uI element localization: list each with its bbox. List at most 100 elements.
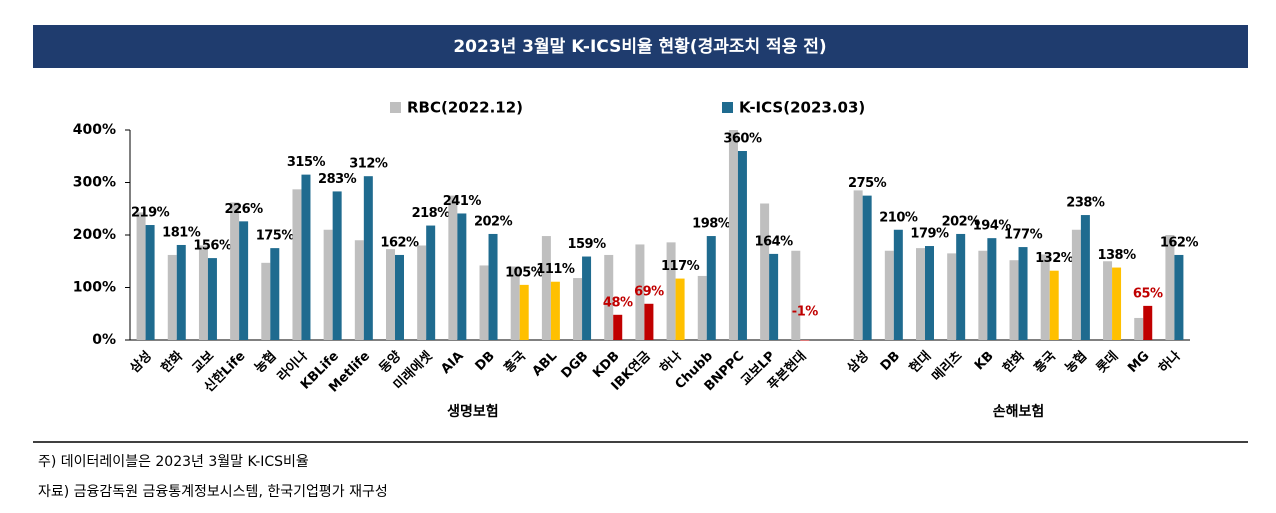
bar [354,240,364,340]
x-tick-label: DGB [559,349,592,382]
bar [978,250,988,340]
value-label: 117% [661,259,700,274]
x-tick-label: 흥국 [1031,348,1059,376]
bar [261,262,271,340]
value-label: 315% [287,155,326,170]
x-tick-label: 메리츠 [929,348,966,385]
bar [947,253,957,340]
bar [769,253,779,340]
bar [176,244,186,340]
x-tick-label: MG [1125,349,1152,376]
x-tick-label: 삼성 [844,348,872,376]
x-tick-label: AIA [438,349,466,377]
bar [239,221,249,340]
bar [604,254,614,340]
bar [956,233,966,340]
x-tick-label: 농협 [1062,348,1090,376]
bar [737,151,747,340]
value-label: 312% [349,157,388,172]
x-tick-label: 하나 [1155,348,1183,376]
value-label: 194% [973,219,1012,234]
value-label: 226% [225,202,264,217]
bar [332,191,342,340]
bar [198,245,208,340]
bar [893,229,903,340]
value-label: -1% [792,305,818,320]
bar [395,254,404,340]
bar [488,233,498,340]
bar [862,195,872,340]
bar [1165,235,1175,340]
bar [728,130,738,340]
bar [230,202,240,340]
x-tick-label: 롯데 [1094,349,1122,377]
value-label: 283% [318,172,357,187]
bar [479,265,489,340]
x-tick-label: 한화 [1000,348,1028,376]
bar [916,248,925,340]
bar [613,314,623,340]
value-label: 241% [443,194,482,209]
value-label: 164% [755,234,794,249]
value-label: 218% [412,206,451,221]
bar [510,266,520,340]
x-tick-label: 현대 [906,348,934,376]
bar [541,236,551,340]
value-label: 202% [942,214,981,229]
bar [145,225,155,340]
value-label: 198% [692,217,731,232]
bar [706,236,716,340]
bar [1018,247,1028,340]
value-label: 219% [131,206,170,221]
group-label: 손해보험 [993,403,1045,420]
bar [675,278,685,340]
note: 주) 데이터레이블은 2023년 3월말 K-ICS비율 [38,454,309,470]
x-tick-label: 흥국 [501,348,529,376]
y-tick-label: 300% [73,175,116,191]
bar [987,238,997,340]
bar [635,244,645,340]
bar [448,195,458,340]
bar [582,256,592,340]
bar [644,303,654,340]
title-bar [33,25,1248,68]
y-tick-label: 400% [73,122,116,138]
value-label: 138% [1097,248,1136,263]
bar [270,248,280,340]
bar [1174,254,1184,340]
y-tick-label: 100% [73,280,116,296]
bar [457,213,467,340]
bar [519,284,529,340]
bar [1134,317,1144,340]
bar [386,249,395,340]
bar [207,258,217,340]
x-tick-label: DB [878,349,903,374]
value-label: 360% [723,132,762,147]
y-tick-label: 0% [92,332,116,348]
bar [292,189,302,340]
bar [925,246,934,340]
value-label: 159% [567,237,606,252]
bar [1080,215,1090,340]
value-label: 111% [536,262,575,277]
bar [1049,270,1059,340]
bar [760,203,770,340]
value-label: 275% [848,176,887,191]
x-tick-label: 농협 [251,348,279,376]
value-label: 202% [474,214,513,229]
value-label: 105% [505,265,544,280]
value-label: 181% [162,225,201,240]
x-tick-label: 하나 [657,348,685,376]
bar [666,242,676,340]
bar [853,190,863,340]
value-label: 179% [910,227,949,242]
value-label: 156% [193,239,232,254]
y-tick-label: 200% [73,227,116,243]
bar [884,250,894,340]
x-tick-label: 한화 [158,348,186,376]
bar [301,174,311,340]
value-label: 175% [256,229,295,244]
value-label: 238% [1066,196,1105,211]
bar [1112,267,1122,340]
